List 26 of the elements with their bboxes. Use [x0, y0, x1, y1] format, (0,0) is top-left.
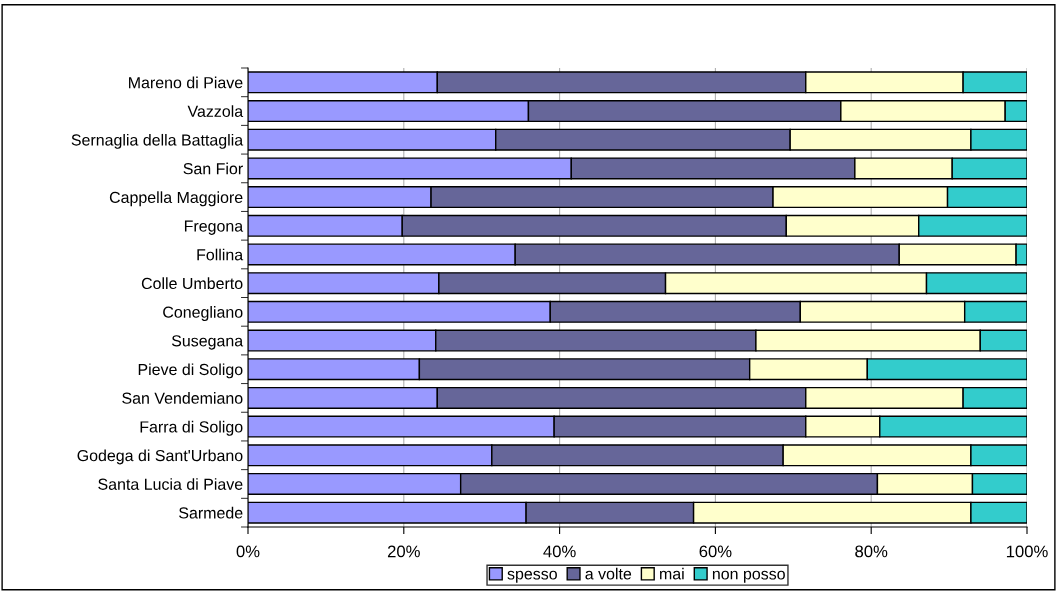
y-tick-label: San Fior	[183, 162, 243, 175]
y-tick-label: Vazzola	[187, 105, 244, 117]
y-tick-label: Colle Umberto	[141, 277, 243, 290]
y-tick-label: Mareno di Piave	[129, 76, 243, 89]
legend-label: non posso	[712, 570, 785, 583]
y-tick-label: Cappella Maggiore	[109, 191, 243, 207]
y-tick-label: Conegliano	[163, 306, 243, 321]
y-tick-label: Godega di Sant'Urbano	[77, 449, 243, 465]
y-tick-label: Sernaglia della Battaglia	[71, 133, 244, 149]
y-tick-label: Farra di Soligo	[140, 420, 243, 436]
y-tick-label: San Vendemiano	[122, 392, 243, 404]
x-tick-label: 80%	[855, 545, 888, 558]
y-tick-label: Susegana	[171, 335, 244, 350]
legend-label: spesso	[507, 570, 557, 583]
x-tick-label: 40%	[543, 545, 576, 558]
y-tick-label: Follina	[197, 248, 244, 261]
x-tick-label: 0%	[236, 545, 260, 558]
legend-label: mai	[660, 567, 684, 580]
y-tick-label: Santa Lucia di Piave	[98, 478, 243, 490]
y-tick-label: Pieve di Soligo	[138, 363, 243, 379]
legend-label: a volte	[585, 567, 632, 580]
y-tick-label: Sarmede	[179, 506, 243, 519]
x-tick-label: 20%	[387, 545, 420, 558]
x-tick-label: 60%	[699, 545, 732, 558]
y-tick-label: Fregona	[184, 220, 244, 235]
x-tick-label: 100%	[1006, 545, 1048, 558]
